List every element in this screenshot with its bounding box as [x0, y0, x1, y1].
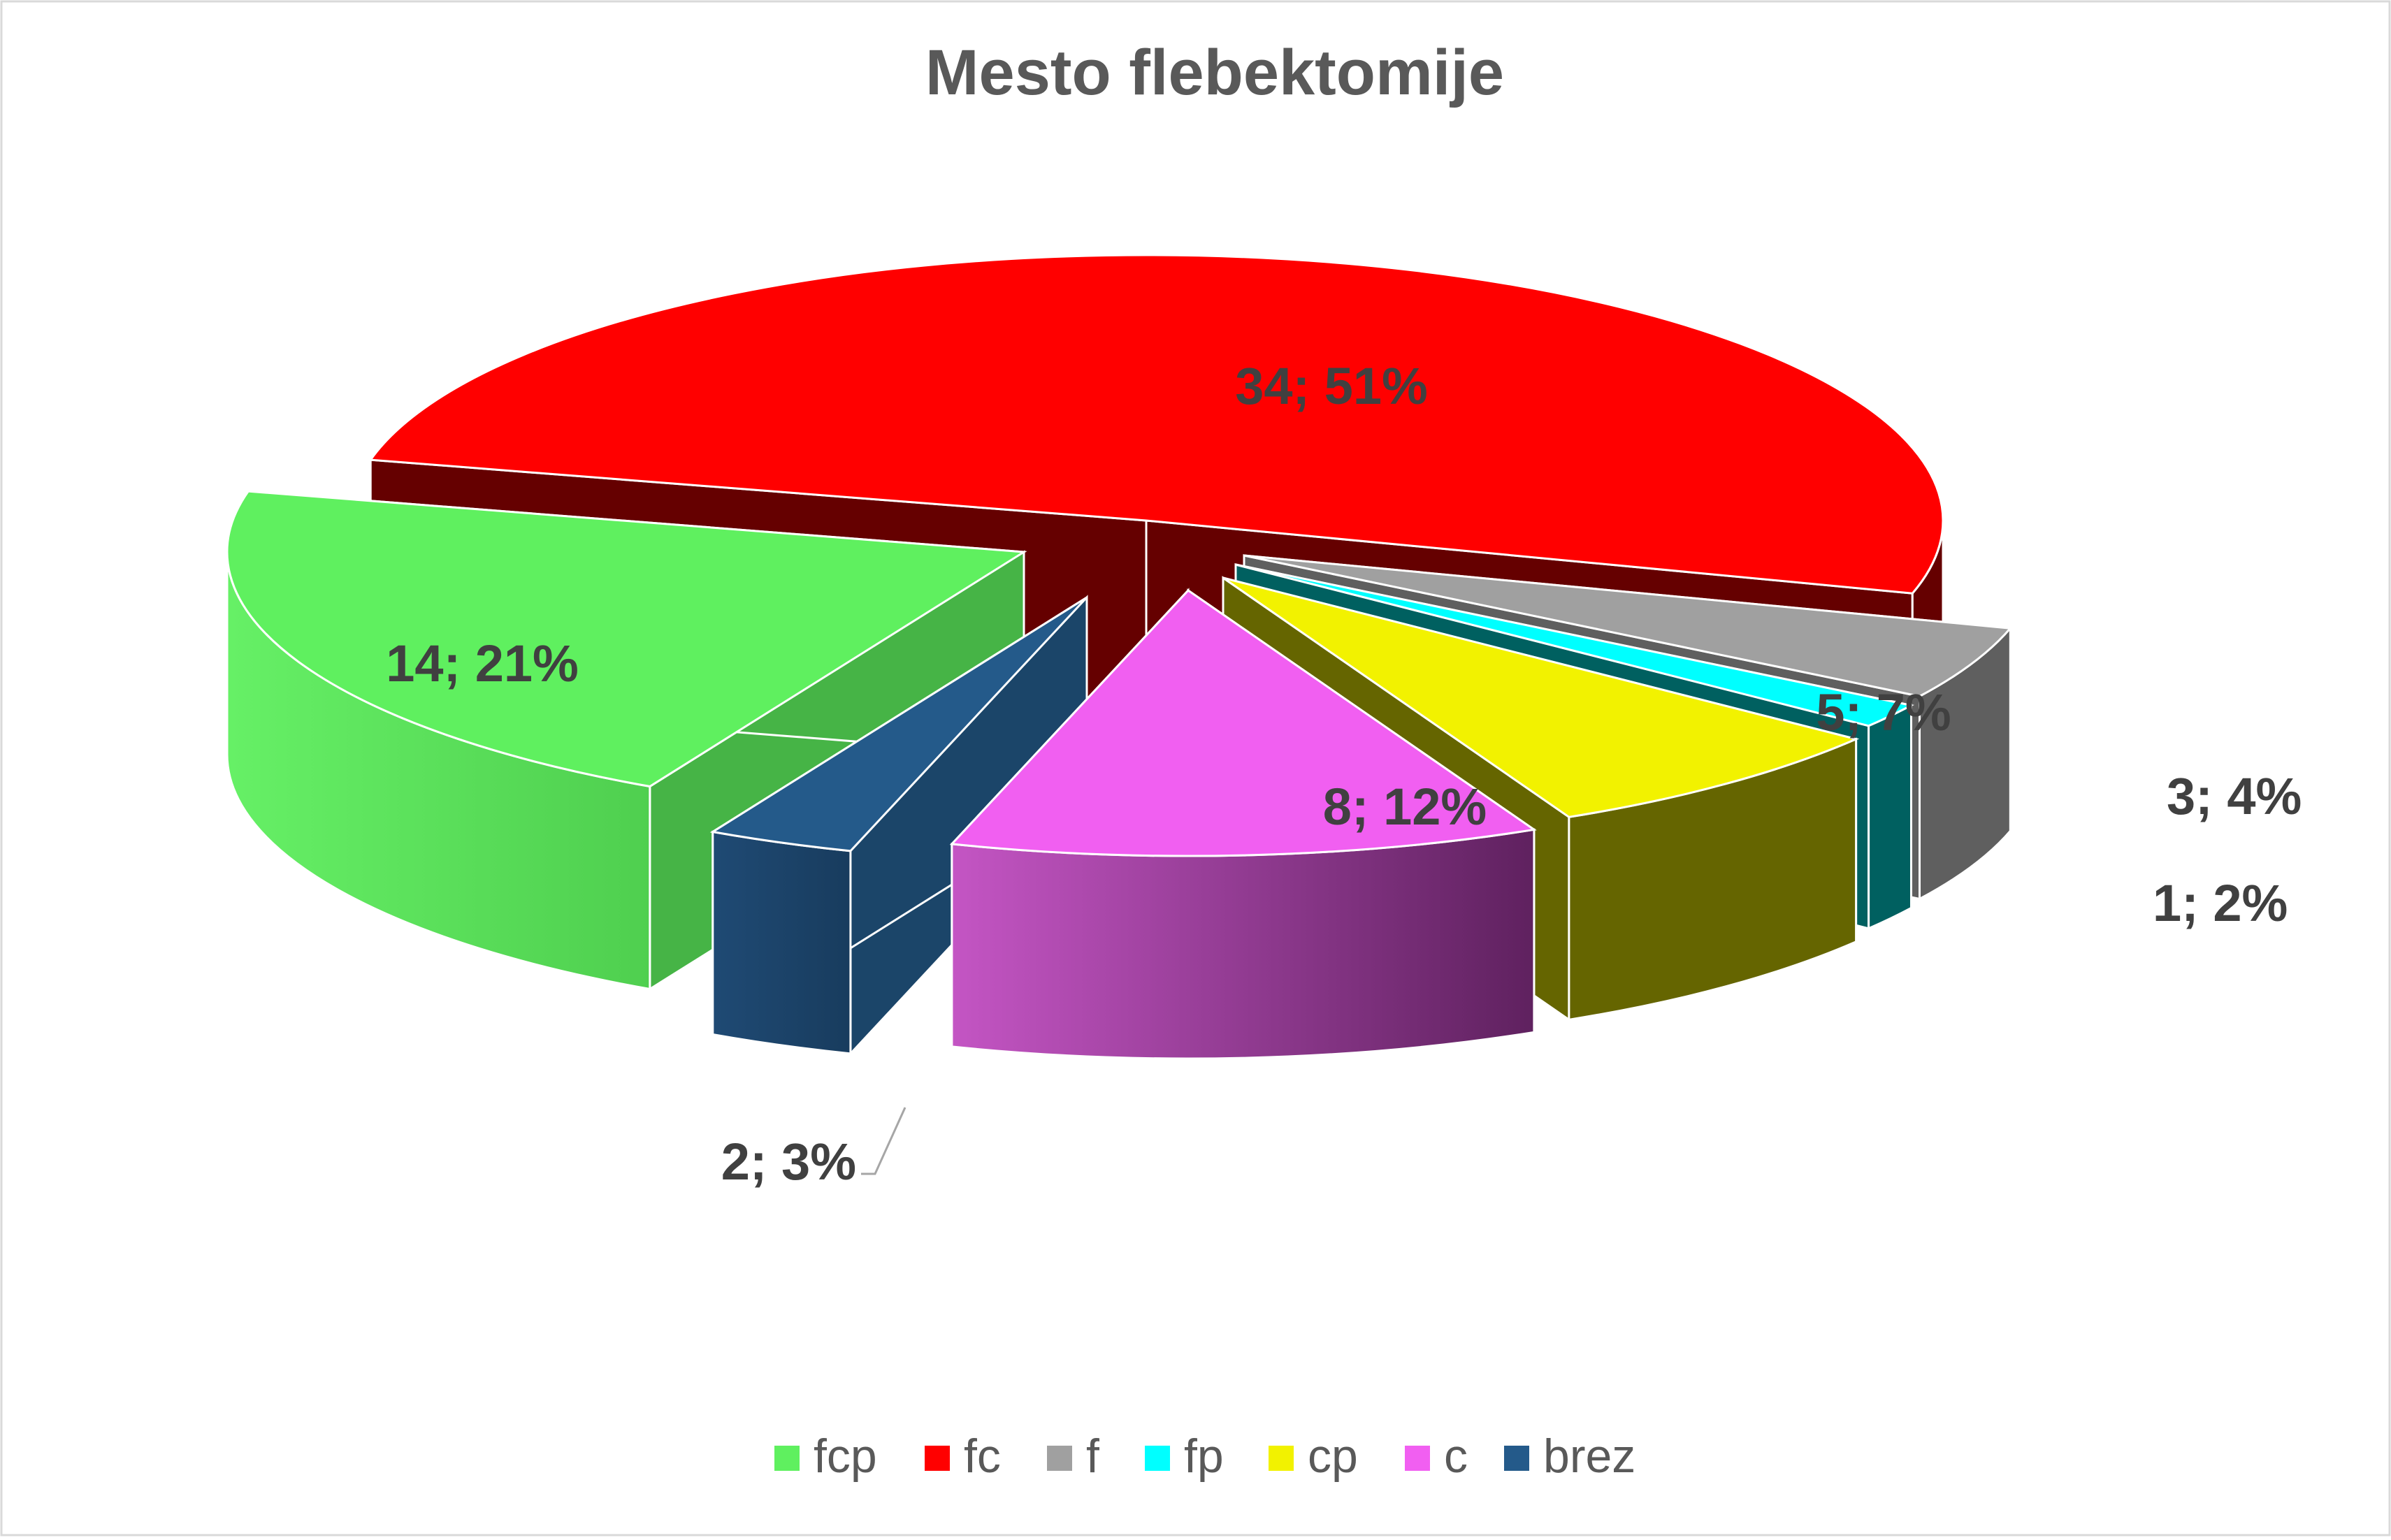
- slice-top-f: [1243, 554, 2013, 698]
- legend-swatch: [774, 1446, 800, 1471]
- legend-label: fcp: [814, 1430, 877, 1483]
- legend-label: fc: [964, 1430, 1001, 1483]
- legend-swatch: [1504, 1446, 1529, 1471]
- slice-wall-brez: [711, 830, 852, 1055]
- slice-top-cp: [1222, 576, 1860, 818]
- slice-top-c: [949, 589, 1537, 857]
- data-label-fp: 1; 2%: [2153, 874, 2288, 932]
- leader-line-brez: [861, 1107, 906, 1175]
- legend-item-fc: fc: [925, 1430, 1001, 1483]
- legend-item-fcp: fcp: [774, 1430, 877, 1483]
- legend-item-fp: fp: [1145, 1430, 1224, 1483]
- legend-swatch: [1047, 1446, 1072, 1471]
- legend-swatch: [1405, 1446, 1430, 1471]
- data-label-brez: 2; 3%: [721, 1133, 856, 1191]
- slice-top-fp: [1235, 563, 1914, 727]
- legend-label: f: [1086, 1430, 1099, 1483]
- slice-top-brez: [709, 596, 1088, 852]
- data-label-f: 3; 4%: [2167, 767, 2302, 825]
- slice-wall-c: [951, 828, 1536, 1060]
- legend-label: cp: [1308, 1430, 1358, 1483]
- legend-swatch: [1145, 1446, 1170, 1471]
- legend-item-c: c: [1405, 1430, 1468, 1483]
- legend-label: c: [1444, 1430, 1468, 1483]
- slice-top-fc: [368, 254, 1944, 595]
- legend-item-cp: cp: [1269, 1430, 1358, 1483]
- data-label-fcp: 14; 21%: [386, 634, 579, 692]
- data-labels: 14; 21% 34; 51% 3; 4% 1; 2% 5; 7% 8; 12% 2; 3%: [386, 357, 2302, 1191]
- pie-slice-c: [949, 588, 1537, 1060]
- legend: fcp fc f fp cp c brez: [774, 1430, 1635, 1483]
- legend-label: brez: [1543, 1430, 1635, 1483]
- chart-title: Mesto flebektomije: [925, 37, 1504, 108]
- pie-slices: [226, 254, 2013, 1060]
- legend-label: fp: [1184, 1430, 1224, 1483]
- data-label-fc: 34; 51%: [1235, 357, 1428, 415]
- data-label-c: 8; 12%: [1323, 778, 1487, 836]
- legend-item-f: f: [1047, 1430, 1099, 1483]
- slice-top-fcp: [226, 490, 1027, 788]
- legend-swatch: [1269, 1446, 1294, 1471]
- legend-item-brez: brez: [1504, 1430, 1635, 1483]
- legend-swatch: [925, 1446, 950, 1471]
- data-label-cp: 5; 7%: [1816, 683, 1951, 741]
